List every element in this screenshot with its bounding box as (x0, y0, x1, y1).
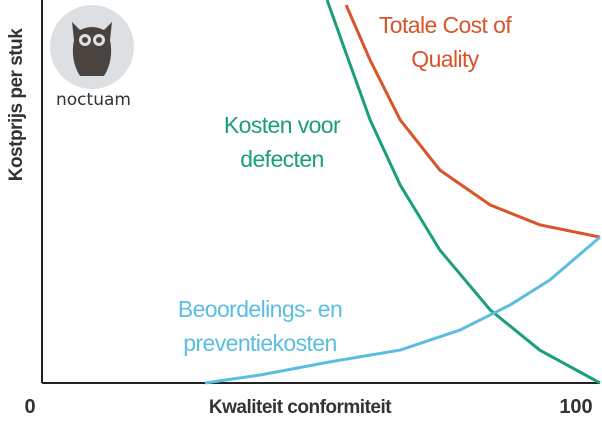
logo-icon (50, 5, 134, 89)
series-label: Totale Cost of Quality (378, 12, 512, 72)
y-axis-title: Kostprijs per stuk (6, 28, 27, 181)
series-line (204, 235, 601, 385)
x-tick-label: 0 (24, 396, 35, 418)
x-tick-label: 100 (559, 396, 592, 418)
series-label: Kosten voor defecten (223, 112, 341, 172)
series-line (325, 0, 601, 385)
logo-text: noctuam (56, 90, 131, 110)
series-label: Beoordelings- en preventiekosten (177, 296, 343, 356)
series-line (344, 4, 601, 239)
x-axis-title: Kwaliteit conformiteit (209, 397, 392, 418)
